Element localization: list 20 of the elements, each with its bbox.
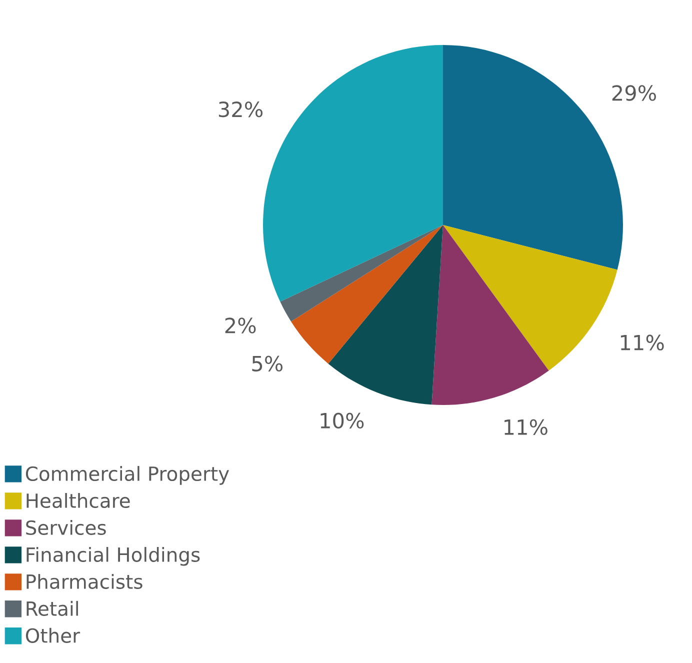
data-label: 5% xyxy=(252,356,283,372)
pie-slice xyxy=(432,225,549,405)
legend-label: Retail xyxy=(26,600,78,616)
legend-label: Healthcare xyxy=(26,492,130,508)
legend-label: Financial Holdings xyxy=(26,546,200,566)
legend-label: Pharmacists xyxy=(26,574,142,589)
data-label: 2% xyxy=(225,318,256,334)
pie-slice xyxy=(328,225,443,405)
legend-label: Commercial Property xyxy=(26,466,230,485)
data-label: 10% xyxy=(320,412,364,429)
data-label: 11% xyxy=(620,334,664,350)
pie-slice xyxy=(291,225,443,364)
pie-slice xyxy=(280,225,443,322)
legend-label: Services xyxy=(26,520,106,536)
pie-slice xyxy=(443,225,618,371)
data-label: 11% xyxy=(504,419,548,436)
data-label: 29% xyxy=(612,85,656,101)
legend-label: Other xyxy=(26,628,80,643)
pie-slice xyxy=(263,45,443,302)
data-label: 32% xyxy=(218,101,263,118)
